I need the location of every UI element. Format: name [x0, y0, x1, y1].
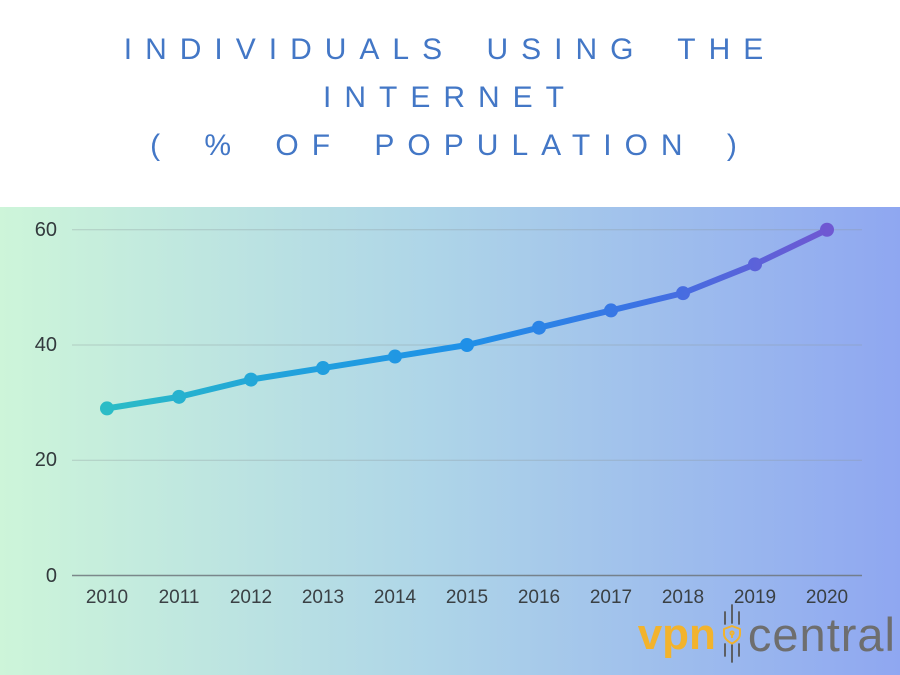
x-tick-2012: 2012: [229, 587, 273, 608]
y-tick-40: 40: [34, 334, 57, 356]
data-point-2011: [172, 389, 186, 404]
chart-plot-area: 0 20 40 60 2010 2011 2012 2013 2014 2015 2016 2017…: [0, 207, 900, 675]
data-point-2015: [460, 338, 474, 352]
data-point-2019: [748, 257, 762, 272]
chart-title-line-2: INTERNET: [323, 81, 577, 114]
data-point-2020: [820, 222, 834, 237]
line-chart: [72, 222, 862, 577]
chart-title-line-1: INDIVIDUALS USING THE: [123, 33, 777, 66]
data-point-2017: [604, 303, 618, 318]
data-point-2016: [532, 320, 546, 335]
y-tick-60: 60: [34, 218, 57, 241]
vpncentral-logo: vpn central: [638, 600, 896, 669]
y-tick-20: 20: [34, 449, 57, 472]
shield-antenna-icon: [718, 600, 746, 669]
x-tick-2020: 2020: [805, 587, 849, 608]
x-tick-2015: 2015: [445, 587, 489, 608]
internet-usage-line: [104, 226, 830, 412]
data-point-2012: [244, 372, 258, 387]
data-point-2010: [100, 401, 114, 416]
x-tick-2011: 2011: [158, 587, 200, 608]
data-point-2018: [676, 286, 690, 301]
logo-text-vpn: vpn: [637, 609, 716, 659]
x-tick-2017: 2017: [589, 587, 633, 608]
data-point-2014: [388, 349, 402, 364]
x-tick-2013: 2013: [301, 587, 345, 608]
x-tick-2016: 2016: [517, 587, 561, 608]
logo-text-central: central: [747, 607, 896, 661]
data-point-2013: [316, 361, 330, 376]
chart-header: INDIVIDUALS USING THE INTERNET ( % OF PO…: [0, 0, 900, 207]
x-tick-2010: 2010: [85, 587, 129, 608]
x-tick-2018: 2018: [661, 587, 705, 608]
chart-title-line-3: ( % OF POPULATION ): [150, 129, 750, 162]
x-tick-2019: 2019: [733, 587, 777, 608]
y-tick-0: 0: [45, 564, 57, 587]
x-tick-2014: 2014: [373, 587, 417, 608]
